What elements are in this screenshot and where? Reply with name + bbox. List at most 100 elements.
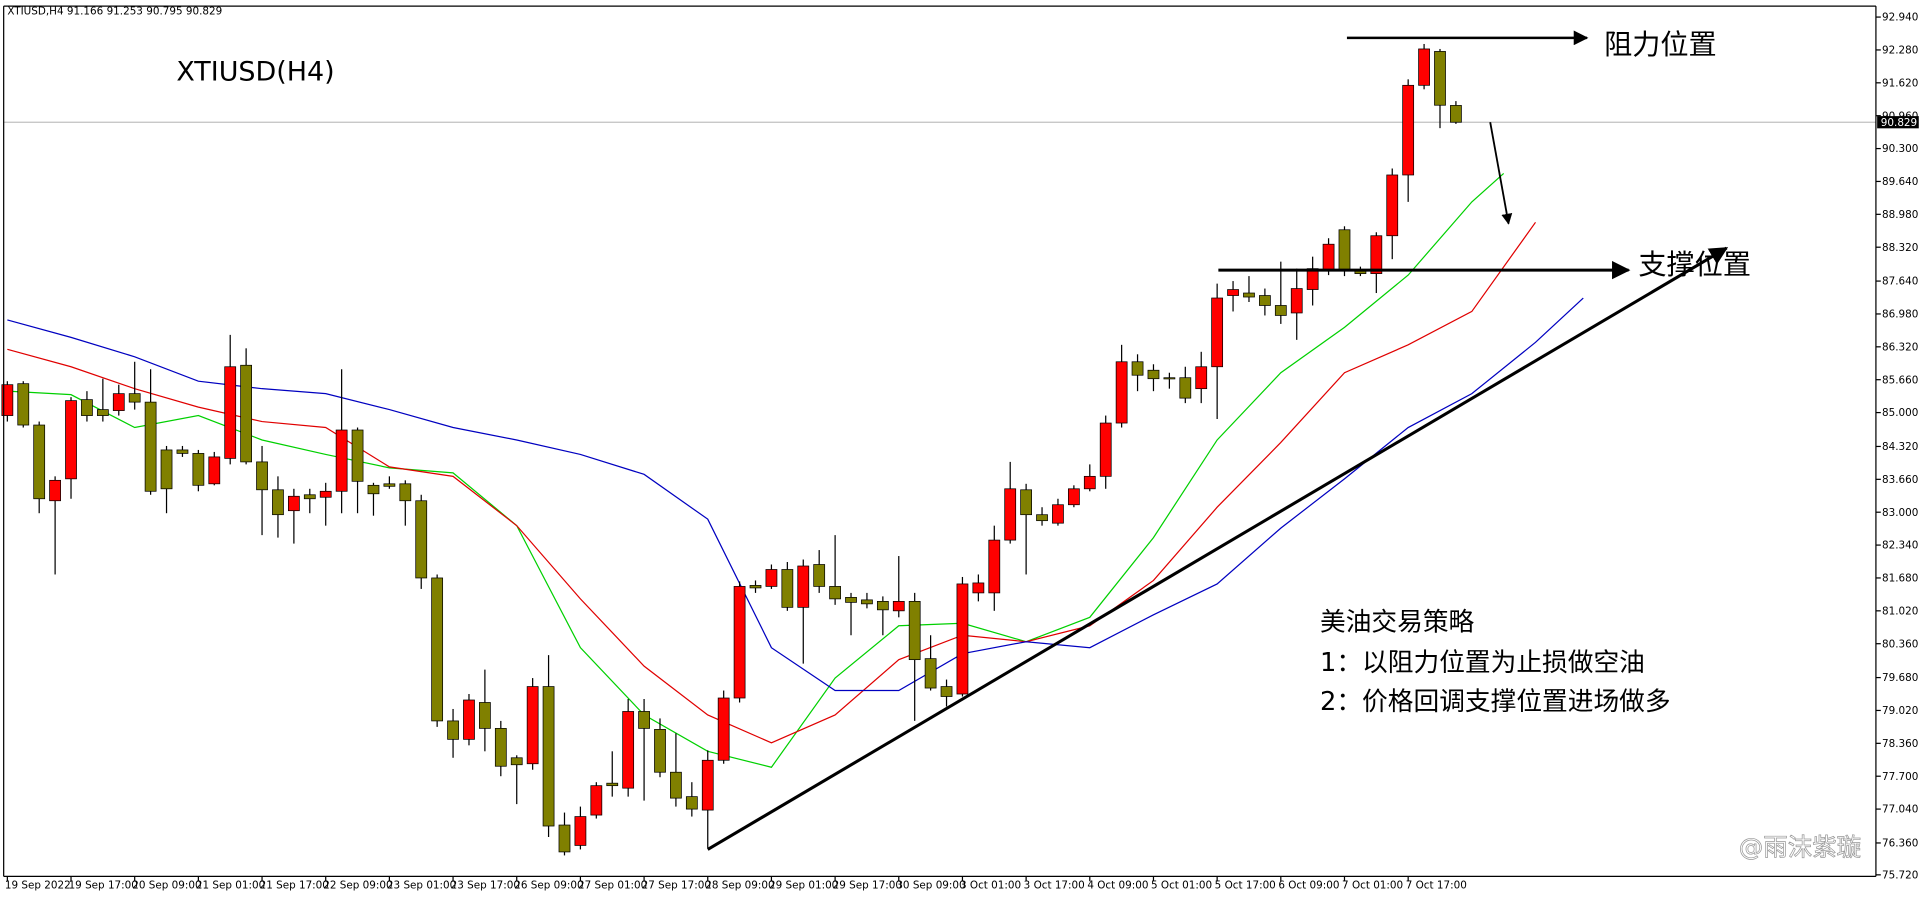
candle-body: [367, 484, 380, 495]
candle-body: [813, 564, 826, 587]
x-tick-label: 20 Sep 09:00: [132, 880, 201, 892]
candle-body: [288, 495, 300, 512]
x-tick-label: 30 Sep 09:00: [896, 880, 965, 892]
candle-body: [670, 771, 682, 799]
candle-body: [654, 729, 666, 773]
x-tick-label: 19 Sep 17:00: [69, 880, 138, 892]
x-tick-label: 26 Sep 09:00: [514, 880, 583, 892]
candle-body: [176, 449, 189, 454]
candle-body: [749, 585, 762, 589]
x-tick-label: 27 Sep 17:00: [642, 880, 711, 892]
candle-body: [1163, 377, 1176, 380]
candle-body: [1418, 48, 1430, 86]
y-tick-label: 90.300: [1882, 143, 1918, 155]
x-tick-label: 7 Oct 01:00: [1342, 880, 1403, 892]
candle-body: [96, 409, 109, 416]
current-price-label: 90.829: [1881, 117, 1917, 129]
ohlc-value: 91.166: [67, 6, 103, 18]
y-tick-label: 87.640: [1882, 276, 1918, 288]
candle-body: [383, 483, 396, 487]
candle-body: [701, 759, 714, 811]
candle-body: [1004, 488, 1017, 541]
y-tick-label: 86.320: [1882, 342, 1918, 354]
candle-body: [1, 384, 14, 416]
candle-body: [765, 569, 778, 587]
candle-body: [1147, 369, 1160, 380]
candle-body: [1036, 514, 1048, 522]
candle-body: [1052, 504, 1064, 524]
candle-body: [1259, 295, 1271, 306]
moving-average: [7, 297, 1584, 692]
candle-body: [876, 601, 889, 611]
y-tick-label: 79.020: [1882, 705, 1918, 717]
ohlc-value: 91.253: [107, 6, 143, 18]
down-arrow: [1489, 122, 1513, 225]
candle-body: [733, 586, 746, 699]
candle-body: [924, 658, 937, 689]
candle-body: [526, 686, 539, 765]
x-tick-label: 19 Sep 2022: [5, 880, 71, 892]
candle-body: [303, 494, 316, 500]
chart-title: XTIUSD(H4): [176, 57, 334, 88]
x-tick-label: 5 Oct 17:00: [1215, 880, 1276, 892]
candle-body: [797, 565, 810, 608]
candle-body: [845, 597, 857, 603]
y-tick-label: 81.020: [1882, 606, 1918, 618]
y-tick-label: 86.980: [1882, 309, 1918, 321]
candle-body: [494, 728, 507, 767]
candle-body: [1083, 475, 1096, 490]
candle-body: [335, 429, 348, 492]
candle-body: [1195, 366, 1208, 390]
x-tick-label: 7 Oct 17:00: [1406, 880, 1467, 892]
x-tick-label: 21 Sep 01:00: [196, 880, 265, 892]
candle-body: [1370, 235, 1383, 274]
y-tick-label: 78.360: [1882, 738, 1918, 750]
moving-average: [7, 221, 1537, 744]
candle-body: [1099, 422, 1112, 477]
candle-body: [399, 483, 412, 502]
candle-body: [479, 702, 491, 729]
candle-body: [1386, 174, 1399, 237]
candle-body: [272, 489, 284, 516]
candle-body: [463, 699, 475, 740]
candle-body: [956, 583, 969, 695]
candle-body: [49, 479, 61, 502]
ohlc-value: 90.829: [186, 6, 222, 18]
y-tick-label: 77.040: [1882, 804, 1918, 816]
candle-body: [542, 686, 555, 827]
candle-body: [33, 424, 46, 500]
candle-body: [112, 393, 125, 411]
candle-body: [717, 697, 730, 761]
candle-body: [1243, 292, 1255, 298]
x-tick-label: 27 Sep 01:00: [578, 880, 647, 892]
candle-body: [351, 429, 364, 482]
candle-body: [447, 720, 459, 740]
candle-body: [988, 539, 1001, 594]
candle-body: [510, 757, 523, 766]
y-tick-label: 75.720: [1882, 870, 1918, 882]
y-tick-label: 82.340: [1882, 540, 1918, 552]
x-tick-label: 29 Sep 01:00: [769, 880, 838, 892]
y-tick-label: 76.360: [1882, 838, 1918, 850]
x-tick-label: 28 Sep 09:00: [705, 880, 774, 892]
candle-body: [829, 586, 841, 600]
x-tick-label: 23 Sep 17:00: [451, 880, 520, 892]
candle-body: [319, 490, 332, 498]
candle-body: [1211, 297, 1224, 368]
x-tick-label: 6 Oct 09:00: [1278, 880, 1339, 892]
x-tick-label: 23 Sep 01:00: [387, 880, 456, 892]
candle-body: [972, 582, 985, 594]
candle-body: [1179, 377, 1192, 399]
strategy-line: 2：价格回调支撑位置进场做多: [1320, 687, 1671, 717]
candle-body: [1131, 361, 1144, 376]
candle-body: [685, 796, 698, 810]
y-tick-label: 77.700: [1882, 771, 1918, 783]
candle-body: [415, 500, 428, 579]
y-tick-label: 80.360: [1882, 638, 1918, 650]
candle-body: [1338, 229, 1351, 272]
candle-body: [908, 601, 921, 661]
ohlc-values: 91.166 91.253 90.795 90.829: [67, 6, 222, 18]
candle-body: [1434, 51, 1446, 106]
y-tick-label: 88.320: [1882, 242, 1918, 254]
